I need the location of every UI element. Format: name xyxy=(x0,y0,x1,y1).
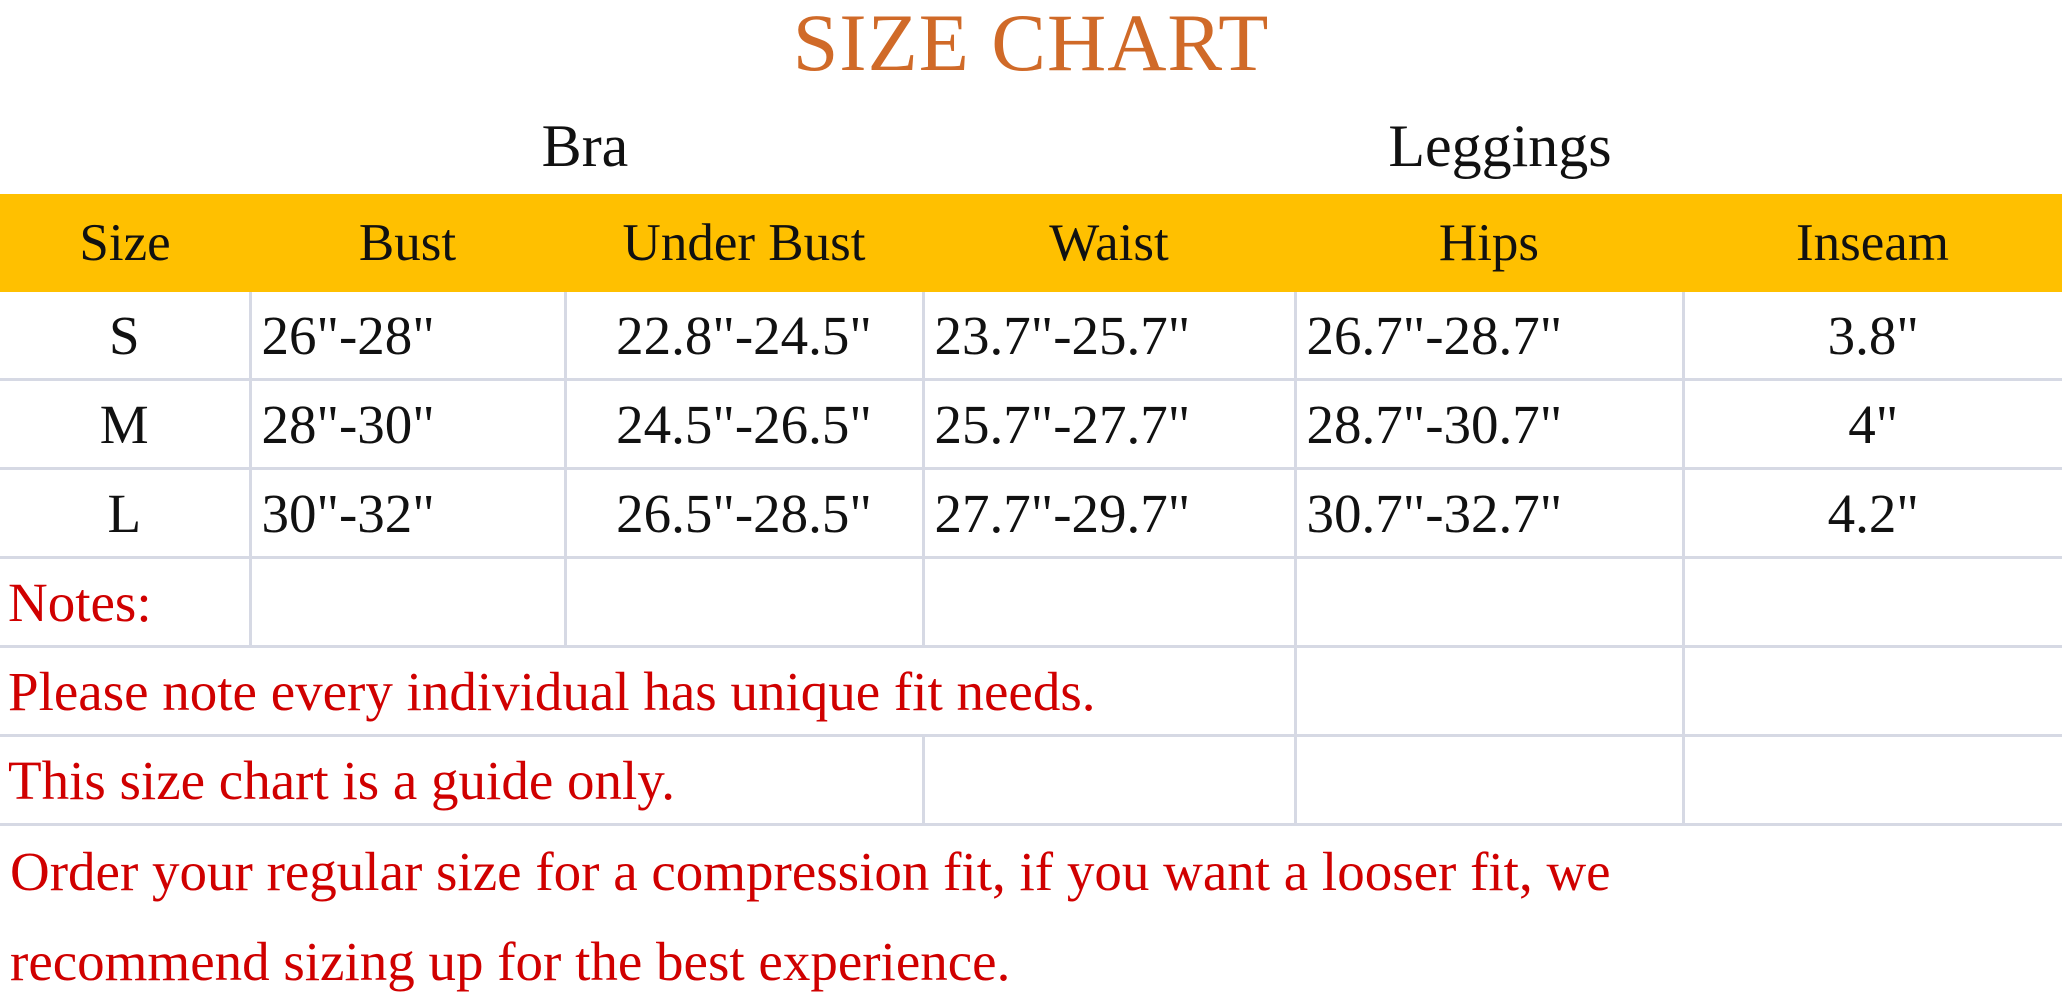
cell-hips: 30.7"-32.7" xyxy=(1293,468,1683,559)
cell-waist: 27.7"-29.7" xyxy=(921,468,1295,559)
header-bust: Bust xyxy=(250,194,565,292)
cell-under-bust: 26.5"-28.5" xyxy=(563,468,923,559)
cell-bust: 28"-30" xyxy=(248,379,565,470)
cell-inseam: 4.2" xyxy=(1681,468,2062,559)
cell-inseam: 3.8" xyxy=(1681,292,2062,381)
empty-cell xyxy=(1293,735,1683,826)
empty-cell xyxy=(1681,735,2062,826)
cell-waist: 25.7"-27.7" xyxy=(921,379,1295,470)
empty-cell xyxy=(1293,557,1683,648)
note-line-1: Please note every individual has unique … xyxy=(0,646,1295,737)
header-waist: Waist xyxy=(923,194,1295,292)
group-label-bra: Bra xyxy=(541,113,629,179)
group-label-leggings: Leggings xyxy=(1388,113,1612,179)
table-row: S 26"-28" 22.8"-24.5" 23.7"-25.7" 26.7"-… xyxy=(0,292,2062,381)
cell-bust: 26"-28" xyxy=(248,292,565,381)
empty-cell xyxy=(1681,646,2062,737)
empty-cell xyxy=(921,735,1295,826)
cell-size: M xyxy=(0,379,250,470)
header-hips: Hips xyxy=(1295,194,1683,292)
header-under-bust: Under Bust xyxy=(565,194,923,292)
notes-label: Notes: xyxy=(0,557,250,648)
cell-hips: 26.7"-28.7" xyxy=(1293,292,1683,381)
table-header-row: Size Bust Under Bust Waist Hips Inseam xyxy=(0,194,2062,292)
header-inseam: Inseam xyxy=(1683,194,2062,292)
size-chart-table: Size Bust Under Bust Waist Hips Inseam S… xyxy=(0,194,2062,826)
cell-size: S xyxy=(0,292,250,381)
note-line-2: This size chart is a guide only. xyxy=(0,735,923,826)
header-size: Size xyxy=(0,194,250,292)
cell-size: L xyxy=(0,468,250,559)
empty-cell xyxy=(921,557,1295,648)
empty-cell xyxy=(563,557,923,648)
empty-cell xyxy=(248,557,565,648)
page-title: SIZE CHART xyxy=(792,0,1270,88)
cell-under-bust: 24.5"-26.5" xyxy=(563,379,923,470)
note-line-3: Order your regular size for a compressio… xyxy=(10,841,1611,902)
cell-hips: 28.7"-30.7" xyxy=(1293,379,1683,470)
table-row: M 28"-30" 24.5"-26.5" 25.7"-27.7" 28.7"-… xyxy=(0,379,2062,470)
empty-cell xyxy=(1681,557,2062,648)
cell-waist: 23.7"-25.7" xyxy=(921,292,1295,381)
notes-row: Please note every individual has unique … xyxy=(0,646,2062,737)
cell-under-bust: 22.8"-24.5" xyxy=(563,292,923,381)
notes-row: This size chart is a guide only. xyxy=(0,735,2062,826)
cell-bust: 30"-32" xyxy=(248,468,565,559)
notes-label-row: Notes: xyxy=(0,557,2062,648)
cell-inseam: 4" xyxy=(1681,379,2062,470)
table-row: L 30"-32" 26.5"-28.5" 27.7"-29.7" 30.7"-… xyxy=(0,468,2062,559)
note-line-4: recommend sizing up for the best experie… xyxy=(10,931,1011,992)
empty-cell xyxy=(1293,646,1683,737)
